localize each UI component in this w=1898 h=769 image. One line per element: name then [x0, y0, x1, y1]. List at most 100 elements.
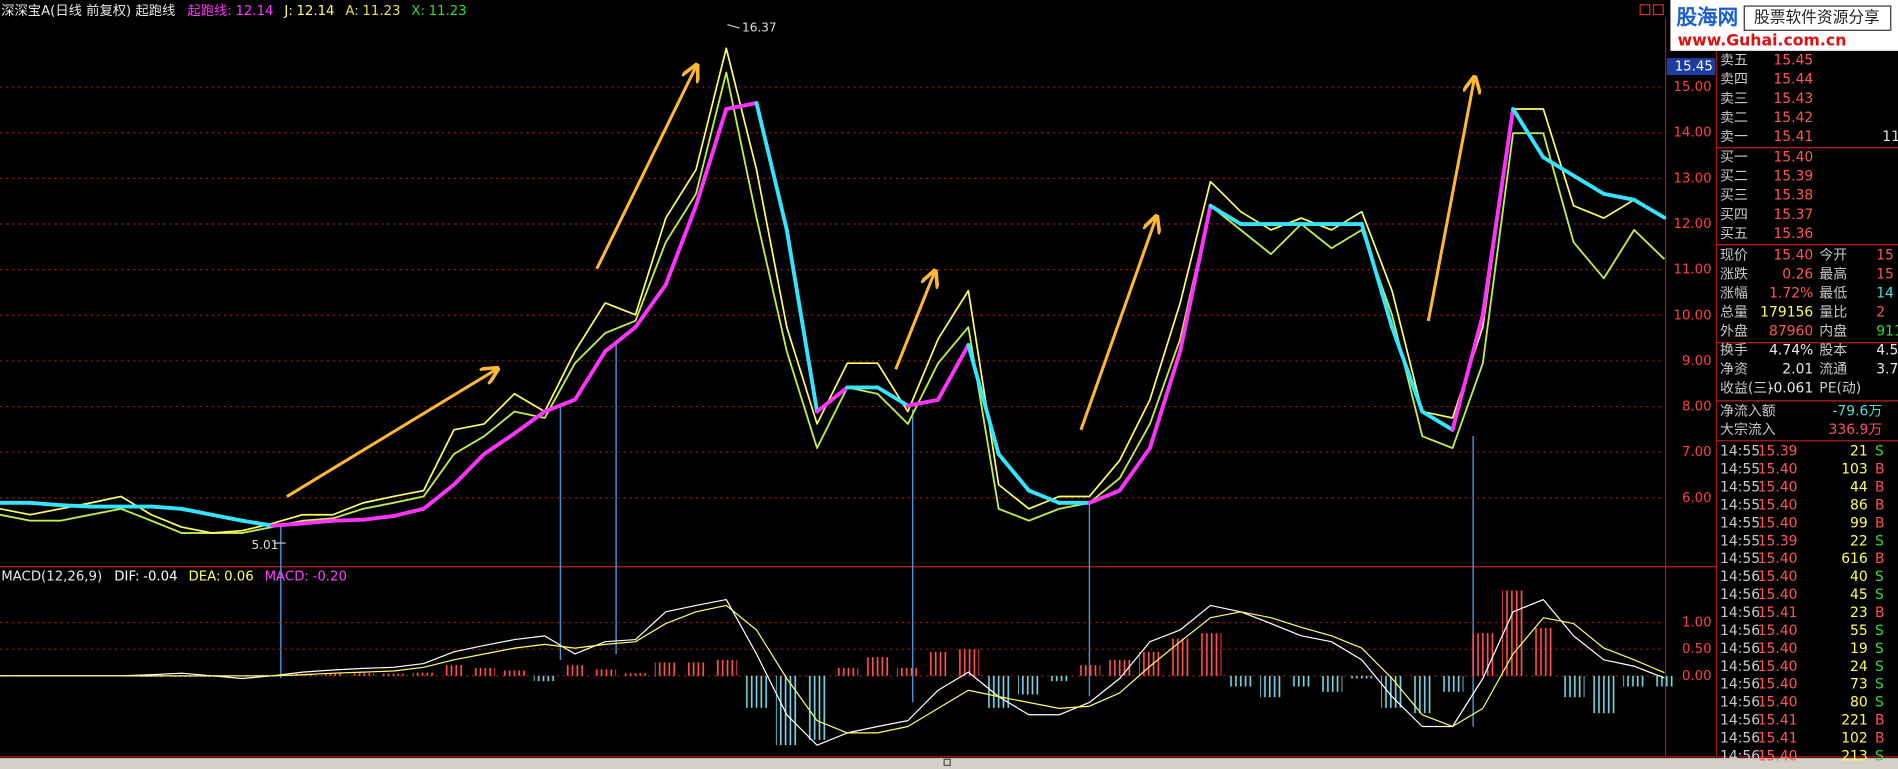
- line-segment: [573, 349, 608, 402]
- side-tick-cell: S: [1875, 587, 1884, 603]
- macd-bar: [1562, 675, 1585, 698]
- side-tick-cell: 14:56: [1720, 748, 1760, 764]
- line-segment: [1420, 409, 1455, 432]
- trend-arrow: [595, 67, 696, 270]
- y-tick-label: 10.00: [1674, 308, 1712, 323]
- macd-bar: [412, 672, 435, 676]
- side-tick-cell: 15.39: [1758, 444, 1798, 460]
- line-segment: [209, 512, 245, 523]
- side-tick-cell: 15.41: [1758, 713, 1798, 729]
- y-tick-label: 13.00: [1674, 171, 1712, 186]
- line-segment: [330, 517, 366, 523]
- side-bid-cell: 买四: [1720, 207, 1748, 223]
- macd-bar: [775, 675, 798, 746]
- side-tick-cell: 15.40: [1758, 551, 1798, 567]
- macd-bar: [1048, 675, 1071, 682]
- side-stat-cell: 15: [1876, 267, 1894, 283]
- scroll-thumb[interactable]: [943, 758, 951, 766]
- scrollbar[interactable]: [0, 758, 1898, 769]
- line-segment: [300, 518, 335, 526]
- macd-bar: [1502, 590, 1524, 676]
- line-segment: [361, 514, 396, 522]
- macd-bar: [1320, 675, 1343, 692]
- y-tick-label: 15.00: [1674, 80, 1712, 95]
- line-segment: [1632, 197, 1667, 220]
- line-segment: [1480, 107, 1516, 317]
- legend-name: 起跑线:: [187, 3, 231, 19]
- macd-bar: [594, 669, 617, 676]
- side-tick-cell: 15.40: [1758, 569, 1798, 585]
- macd-bar: [473, 667, 496, 676]
- panel-title: MACD(12,26,9): [1, 569, 102, 584]
- side-flow-cell: -79.6万: [1832, 404, 1882, 420]
- line-segment: [1450, 312, 1485, 432]
- side-stat-cell: 最低: [1819, 286, 1847, 302]
- side-tick-cell: 55: [1850, 623, 1868, 639]
- line-segment: [1601, 191, 1637, 202]
- side-tick-cell: B: [1875, 730, 1885, 746]
- side-tick-cell: 14:55: [1720, 515, 1760, 531]
- legend-name: A:: [345, 4, 358, 19]
- y-tick-label: 1.00: [1682, 616, 1712, 631]
- side-stat-cell: 股本: [1819, 343, 1847, 359]
- legend-value: -0.20: [313, 569, 347, 584]
- side-tick-cell: 103: [1841, 462, 1868, 478]
- line-segment: [1208, 203, 1243, 226]
- side-tick-cell: 15.40: [1758, 480, 1798, 496]
- window-icon[interactable]: [1639, 4, 1651, 16]
- side-tick-cell: 14:56: [1720, 695, 1760, 711]
- line-segment: [270, 521, 305, 528]
- side-tick-cell: 15.40: [1758, 748, 1798, 764]
- line-segment: [603, 325, 638, 354]
- side-tick-cell: 15.40: [1758, 641, 1798, 657]
- line-segment: [1511, 107, 1546, 160]
- side-tick-cell: 15.40: [1758, 497, 1798, 513]
- side-flow-cell: 大宗流入: [1720, 422, 1776, 438]
- legend-value: 0.06: [224, 569, 254, 584]
- legend-name: DIF:: [114, 569, 139, 584]
- macd-bar: [1623, 675, 1646, 687]
- macd-bar: [715, 659, 738, 676]
- side-stat-cell: 净资: [1720, 362, 1748, 378]
- window-icon[interactable]: [1652, 4, 1664, 16]
- line-segment: [815, 385, 850, 414]
- side-tick-cell: 45: [1850, 587, 1868, 603]
- macd-bar: [443, 665, 465, 676]
- series-line: [0, 604, 1665, 734]
- side-tick-cell: S: [1875, 623, 1884, 639]
- side-tick-cell: 14:56: [1720, 659, 1760, 675]
- side-tick-cell: 221: [1841, 713, 1868, 729]
- annotation: 5.01: [251, 538, 278, 552]
- macd-bar: [1441, 675, 1464, 692]
- side-tick-cell: 15.40: [1758, 462, 1798, 478]
- side-ask-cell: 卖一: [1720, 129, 1748, 145]
- line-segment: [875, 385, 910, 408]
- y-tick-label: 9.00: [1682, 354, 1712, 369]
- macd-bar: [836, 667, 859, 676]
- side-tick-cell: B: [1875, 462, 1885, 478]
- side-tick-cell: 14:56: [1720, 730, 1760, 746]
- side-stat-cell: 总量: [1720, 305, 1748, 321]
- side-panel: 卖五 15.45 卖四 15.44 卖三 15.43 卖二 15.42 卖一 15.41 11 买一 1…: [1720, 53, 1898, 765]
- side-tick-cell: 19: [1850, 641, 1868, 657]
- side-tick-cell: 14:56: [1720, 713, 1760, 729]
- side-tick-cell: 14:56: [1720, 623, 1760, 639]
- side-bid-cell: 15.39: [1773, 169, 1813, 185]
- line-segment: [451, 452, 487, 487]
- side-tick-cell: 14:56: [1720, 605, 1760, 621]
- macd-bar: [896, 667, 919, 676]
- macd-bar: [1108, 659, 1131, 676]
- macd-bar: [1350, 675, 1373, 679]
- side-ask-cell: 15.45: [1773, 53, 1813, 69]
- side-stat-cell: 2: [1876, 305, 1885, 321]
- side-tick-cell: B: [1875, 515, 1885, 531]
- macd-bar: [1260, 675, 1282, 698]
- side-tick-cell: 14:56: [1720, 641, 1760, 657]
- macd-bar: [624, 673, 647, 676]
- side-ask-cell: 15.42: [1773, 110, 1813, 126]
- side-stat-cell: 15: [1876, 248, 1894, 264]
- y-tick-label: 14.00: [1674, 126, 1712, 141]
- side-bid: 买一 15.40 买二 15.39 买三 15.38 买四 15.37 买五 15.36: [1720, 149, 1813, 242]
- side-tick-cell: B: [1875, 551, 1885, 567]
